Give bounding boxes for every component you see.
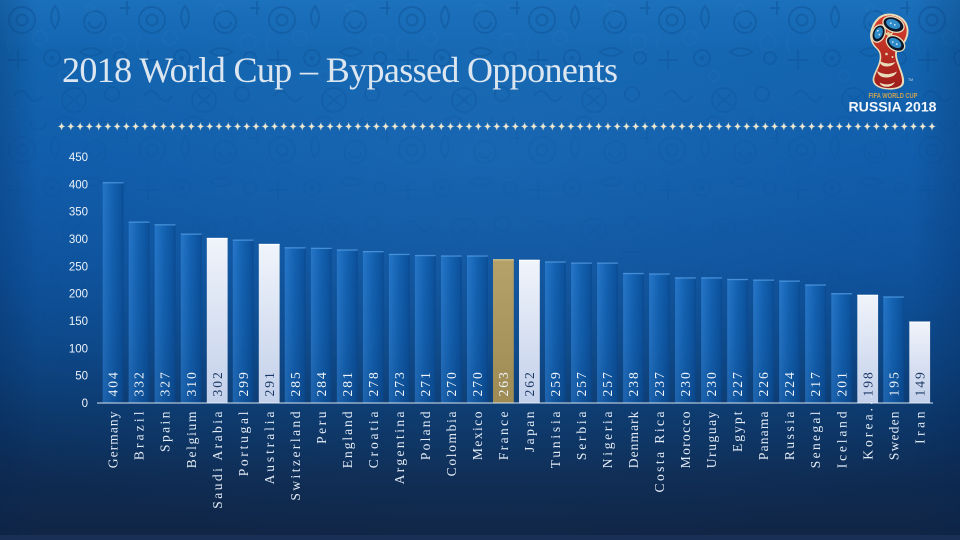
svg-text:291: 291 <box>262 372 277 396</box>
svg-text:Belgium: Belgium <box>184 411 199 468</box>
svg-text:198: 198 <box>860 372 875 397</box>
svg-text:332: 332 <box>132 372 147 396</box>
svg-text:Germany: Germany <box>106 411 121 468</box>
svg-text:195: 195 <box>886 372 901 397</box>
svg-text:284: 284 <box>314 372 329 397</box>
svg-text:Panama: Panama <box>756 412 771 461</box>
svg-text:Japan: Japan <box>522 411 537 452</box>
svg-text:RUSSIA 2018: RUSSIA 2018 <box>849 99 937 115</box>
svg-text:270: 270 <box>444 372 459 397</box>
svg-text:262: 262 <box>522 372 537 396</box>
svg-text:Portugal: Portugal <box>236 411 251 476</box>
svg-text:50: 50 <box>75 371 88 383</box>
svg-text:404: 404 <box>106 372 121 397</box>
svg-text:299: 299 <box>236 372 251 397</box>
svg-text:226: 226 <box>756 372 771 397</box>
svg-text:FIFA WORLD CUP: FIFA WORLD CUP <box>869 91 918 100</box>
svg-text:327: 327 <box>158 372 173 397</box>
svg-text:149: 149 <box>912 372 927 397</box>
svg-text:Costa Rica: Costa Rica <box>652 412 667 493</box>
svg-text:310: 310 <box>184 372 199 397</box>
svg-text:201: 201 <box>834 372 849 396</box>
svg-text:230: 230 <box>678 372 693 397</box>
svg-text:Russia: Russia <box>782 412 797 461</box>
svg-text:Denmark: Denmark <box>626 411 641 468</box>
svg-text:230: 230 <box>704 372 719 397</box>
svg-text:2018 World Cup – Bypassed Oppo: 2018 World Cup – Bypassed Opponents <box>62 50 618 90</box>
svg-text:Brazil: Brazil <box>132 411 147 460</box>
svg-text:350: 350 <box>69 207 88 219</box>
svg-text:270: 270 <box>470 372 485 397</box>
svg-text:100: 100 <box>69 343 88 355</box>
svg-text:France: France <box>496 412 511 461</box>
svg-text:302: 302 <box>210 372 225 396</box>
svg-text:England: England <box>340 411 355 468</box>
svg-text:217: 217 <box>808 372 823 397</box>
svg-text:Mexico: Mexico <box>470 411 485 460</box>
svg-text:Egypt: Egypt <box>730 411 745 452</box>
svg-text:257: 257 <box>574 372 589 397</box>
svg-text:238: 238 <box>626 372 641 397</box>
svg-text:Switzerland: Switzerland <box>288 411 303 500</box>
svg-text:450: 450 <box>69 152 88 164</box>
svg-text:Colombia: Colombia <box>444 412 459 477</box>
svg-text:400: 400 <box>69 179 88 191</box>
svg-text:200: 200 <box>69 289 88 301</box>
svg-text:Morocco: Morocco <box>678 411 693 468</box>
svg-text:Saudi Arabia: Saudi Arabia <box>210 412 225 509</box>
svg-text:281: 281 <box>340 372 355 396</box>
svg-text:300: 300 <box>69 234 88 246</box>
svg-text:257: 257 <box>600 372 615 397</box>
svg-text:278: 278 <box>366 372 381 397</box>
svg-text:250: 250 <box>69 261 88 273</box>
svg-text:224: 224 <box>782 372 797 397</box>
svg-text:Sweden: Sweden <box>886 411 901 460</box>
svg-text:Spain: Spain <box>158 411 173 452</box>
svg-text:263: 263 <box>496 372 511 397</box>
svg-text:TM: TM <box>908 78 913 82</box>
svg-text:Poland: Poland <box>418 411 433 460</box>
svg-text:285: 285 <box>288 372 303 397</box>
svg-text:Korea...: Korea... <box>860 395 875 460</box>
svg-text:271: 271 <box>418 372 433 396</box>
svg-text:259: 259 <box>548 372 563 397</box>
svg-text:227: 227 <box>730 372 745 397</box>
svg-text:0: 0 <box>82 398 88 410</box>
svg-text:150: 150 <box>69 316 88 328</box>
svg-text:273: 273 <box>392 372 407 397</box>
svg-text:Uruguay: Uruguay <box>704 411 719 468</box>
svg-text:Australia: Australia <box>262 412 277 485</box>
svg-text:237: 237 <box>652 372 667 397</box>
svg-text:Argentina: Argentina <box>392 412 407 485</box>
